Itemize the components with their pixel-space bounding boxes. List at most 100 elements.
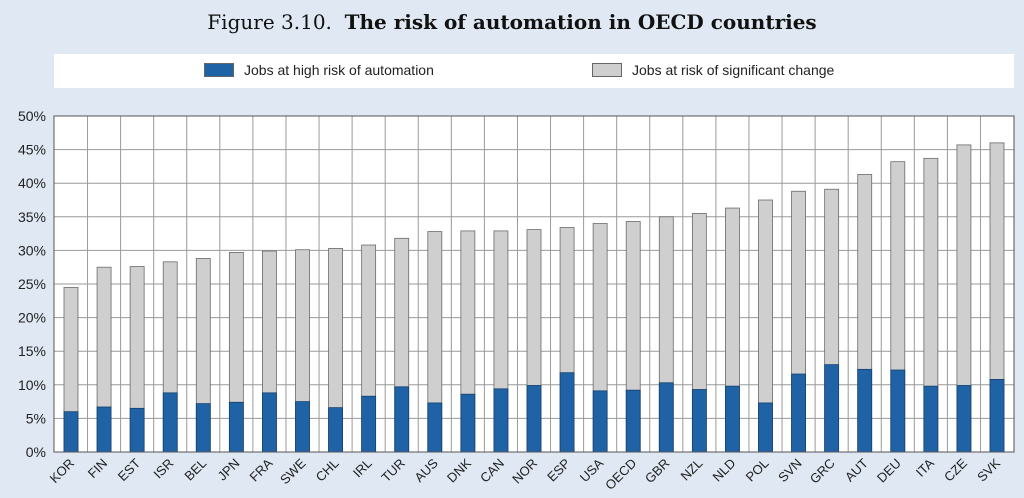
bar-high-risk	[394, 386, 410, 453]
bar-group-fin	[96, 266, 112, 453]
x-tick-label: SVK	[974, 455, 1003, 484]
chart-legend: Jobs at high risk of automation Jobs at …	[54, 54, 1014, 88]
bar-high-risk	[890, 369, 906, 453]
x-tick-label: EST	[115, 455, 144, 484]
bar-high-risk	[956, 385, 972, 453]
bar-group-swe	[295, 249, 310, 453]
x-tick-label: NLD	[710, 456, 739, 485]
bar-group-grc	[824, 188, 840, 453]
y-tick-label: 10%	[18, 377, 46, 393]
plot-border	[53, 115, 1015, 453]
bar-high-risk	[559, 372, 575, 453]
bar-high-risk	[592, 390, 608, 453]
bar-group-nor	[526, 229, 542, 453]
bar-group-nld	[725, 207, 740, 453]
bar-group-svn	[791, 190, 806, 453]
bar-high-risk	[625, 389, 641, 453]
x-tick-label: NZL	[678, 456, 706, 484]
x-tick-label: SVN	[775, 456, 805, 486]
y-tick-label: 0%	[26, 444, 46, 460]
bar-group-est	[129, 266, 145, 453]
bar-group-bel	[195, 258, 211, 453]
bar-group-nzl	[691, 213, 707, 453]
bar-group-svk	[989, 142, 1005, 453]
bar-group-gbr	[658, 216, 674, 453]
bar-group-chl	[328, 247, 343, 453]
bar-group-fra	[262, 250, 277, 453]
legend-label-high-risk: Jobs at high risk of automation	[244, 62, 434, 78]
x-tick-label: TUR	[378, 456, 407, 485]
bar-high-risk	[195, 403, 211, 453]
x-tick-label: KOR	[47, 456, 78, 487]
x-tick-label: AUT	[842, 455, 871, 484]
figure-title: Figure 3.10. The risk of automation in O…	[0, 10, 1024, 34]
bar-high-risk	[129, 407, 145, 453]
bar-high-risk	[96, 406, 112, 453]
x-tick-label: ISR	[150, 456, 176, 482]
bar-high-risk	[427, 402, 443, 453]
bar-group-dnk	[460, 230, 476, 453]
x-tick-label: IRL	[350, 456, 375, 481]
bar-high-risk	[923, 385, 939, 453]
y-tick-label: 5%	[26, 410, 46, 426]
x-tick-label: ITA	[913, 455, 937, 479]
y-axis-ticks: 0% 5% 10% 15% 20% 25% 30% 35% 40% 45% 50%	[18, 108, 46, 460]
y-tick-label: 45%	[18, 142, 46, 158]
legend-item-significant-change: Jobs at risk of significant change	[592, 62, 834, 78]
bar-group-aus	[427, 231, 443, 453]
figure-number: Figure 3.10.	[207, 10, 332, 34]
bar-group-deu	[890, 161, 906, 453]
x-axis-ticks: KOR FIN EST ISR BEL JPN FRA SWE CHL IRL TUR AUS DNK C…	[47, 455, 1004, 492]
x-tick-label: BEL	[181, 456, 209, 484]
bar-group-oecd	[625, 221, 641, 453]
bar-high-risk	[162, 392, 178, 453]
y-tick-label: 35%	[18, 209, 46, 225]
bar-group-cze	[956, 144, 972, 453]
bar-group-usa	[592, 223, 608, 453]
bar-group-irl	[361, 244, 377, 453]
x-tick-label: NOR	[509, 456, 540, 487]
bar-high-risk	[758, 402, 773, 453]
bar-group-jpn	[228, 252, 244, 453]
x-tick-label: OECD	[602, 456, 639, 493]
bar-high-risk	[460, 393, 476, 453]
bar-group-ita	[923, 157, 939, 453]
bars	[63, 142, 1005, 453]
bar-group-tur	[394, 237, 410, 453]
bar-high-risk	[262, 392, 277, 453]
bar-high-risk	[328, 407, 343, 453]
x-tick-label: SWE	[277, 455, 309, 487]
x-tick-label: AUS	[411, 455, 441, 485]
bar-group-isr	[162, 261, 178, 453]
x-tick-label: GRC	[807, 456, 838, 487]
x-tick-label: DEU	[874, 456, 904, 486]
x-tick-label: ESP	[544, 456, 573, 485]
bar-high-risk	[725, 385, 740, 453]
bar-group-esp	[559, 227, 575, 453]
x-tick-label: CAN	[477, 456, 507, 486]
bar-high-risk	[295, 401, 310, 453]
x-tick-label: JPN	[215, 456, 243, 484]
legend-swatch-significant-change	[592, 63, 622, 77]
x-tick-label: USA	[577, 455, 607, 485]
bar-group-can	[493, 230, 509, 453]
bar-high-risk	[691, 389, 707, 453]
bar-high-risk	[791, 373, 806, 453]
legend-swatch-high-risk	[204, 63, 234, 77]
y-tick-label: 25%	[18, 276, 46, 292]
figure-title-text: The risk of automation in OECD countries	[344, 10, 817, 34]
legend-item-high-risk: Jobs at high risk of automation	[204, 62, 434, 78]
bar-high-risk	[63, 411, 79, 453]
bar-high-risk	[658, 382, 674, 453]
bar-high-risk	[493, 388, 509, 453]
y-tick-label: 50%	[18, 108, 46, 124]
y-tick-label: 20%	[18, 310, 46, 326]
bar-high-risk	[361, 395, 377, 453]
bar-high-risk	[989, 379, 1005, 453]
x-tick-label: GBR	[642, 456, 673, 487]
bar-group-kor	[63, 286, 79, 453]
bar-high-risk	[857, 368, 873, 453]
bar-group-aut	[857, 174, 873, 453]
bar-high-risk	[824, 364, 840, 453]
